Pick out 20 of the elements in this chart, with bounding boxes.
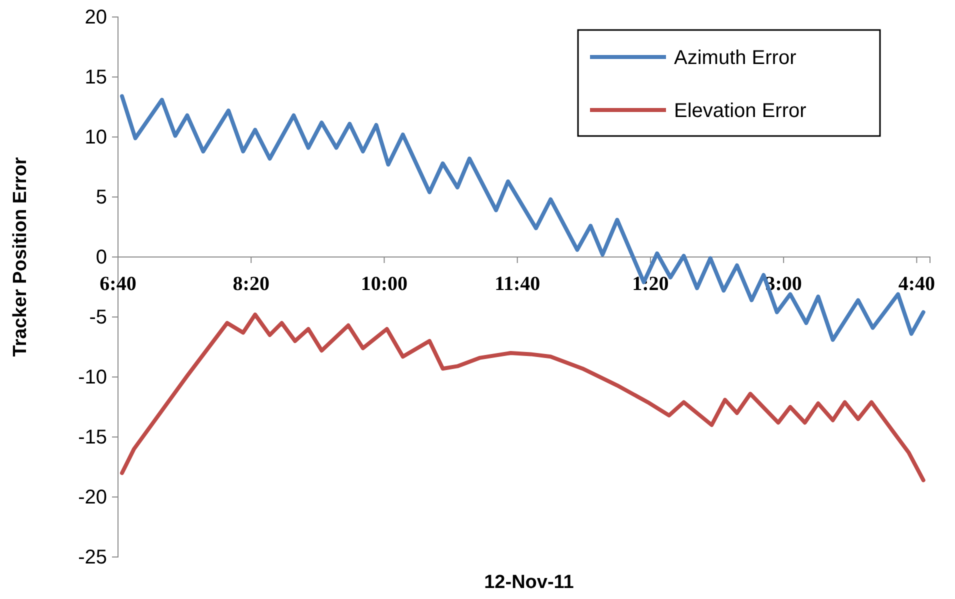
legend-label: Azimuth Error [674,47,797,69]
y-tick-label: -25 [78,546,107,568]
y-tick-label: 0 [96,246,107,268]
y-tick-label: -15 [78,426,107,448]
x-tick-label: 4:40 [898,273,936,295]
x-tick-label: 6:40 [100,273,136,295]
y-tick-label: 5 [96,186,107,208]
y-tick-label: -5 [89,306,107,328]
y-tick-label: 10 [84,126,107,148]
x-tick-label: 11:40 [494,273,540,295]
y-tick-label: 20 [84,6,107,28]
y-tick-label: 15 [84,66,107,88]
y-tick-label: -20 [78,486,107,508]
x-tick-label: 8:20 [232,273,270,295]
legend-label: Elevation Error [674,100,807,122]
x-axis-title: 12-Nov-11 [484,572,574,593]
y-tick-label: -10 [78,366,107,388]
x-tick-label: 10:00 [360,273,408,295]
x-tick-label: 1:20 [632,273,669,295]
y-axis-title: Tracker Position Error [10,156,31,357]
